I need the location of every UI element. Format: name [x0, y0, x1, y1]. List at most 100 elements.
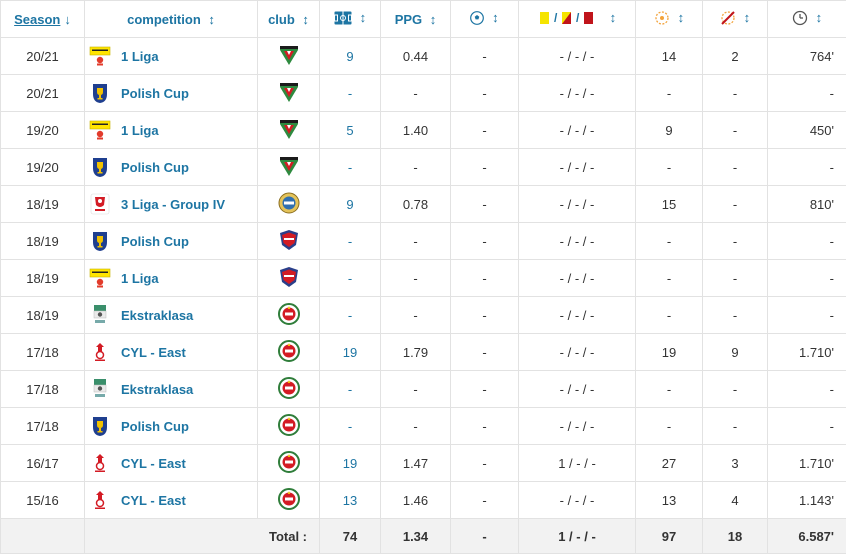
competition-logo-icon[interactable]	[89, 267, 111, 289]
club-badge-icon[interactable]	[278, 44, 300, 69]
col-season[interactable]: Season ↓	[1, 1, 85, 38]
competition-cell[interactable]: CYL - East	[85, 334, 258, 371]
competition-logo-icon[interactable]	[89, 415, 111, 437]
apps-cell[interactable]: 5	[320, 112, 381, 149]
competition-cell[interactable]: Polish Cup	[85, 75, 258, 112]
apps-link[interactable]: 5	[346, 123, 353, 138]
club-badge-icon[interactable]	[278, 266, 300, 291]
competition-logo-icon[interactable]	[89, 119, 111, 141]
apps-link[interactable]: 19	[343, 345, 357, 360]
col-subs-off[interactable]: ↕	[703, 1, 768, 38]
sort-arrow[interactable]: ↕	[610, 10, 617, 25]
col-club[interactable]: club ↕	[258, 1, 320, 38]
competition-cell[interactable]: 1 Liga	[85, 260, 258, 297]
club-cell[interactable]	[258, 223, 320, 260]
competition-logo-icon[interactable]	[89, 45, 111, 67]
competition-cell[interactable]: 1 Liga	[85, 38, 258, 75]
competition-link[interactable]: Ekstraklasa	[121, 382, 193, 397]
sort-arrow[interactable]: ↕	[816, 10, 823, 25]
club-badge-icon[interactable]	[278, 81, 300, 106]
club-badge-icon[interactable]	[278, 377, 300, 402]
competition-logo-icon[interactable]	[89, 230, 111, 252]
club-cell[interactable]	[258, 445, 320, 482]
apps-link[interactable]: 19	[343, 456, 357, 471]
sort-down-arrow[interactable]: ↓	[64, 12, 71, 27]
club-cell[interactable]	[258, 38, 320, 75]
club-cell[interactable]	[258, 75, 320, 112]
club-cell[interactable]	[258, 112, 320, 149]
col-competition[interactable]: competition ↕	[85, 1, 258, 38]
apps-cell[interactable]: 19	[320, 445, 381, 482]
club-cell[interactable]	[258, 408, 320, 445]
club-header[interactable]: club	[268, 12, 295, 27]
competition-cell[interactable]: Polish Cup	[85, 223, 258, 260]
competition-cell[interactable]: 1 Liga	[85, 112, 258, 149]
competition-cell[interactable]: 3 Liga - Group IV	[85, 186, 258, 223]
competition-link[interactable]: CYL - East	[121, 345, 186, 360]
col-goals[interactable]: ↕	[451, 1, 519, 38]
club-cell[interactable]	[258, 260, 320, 297]
competition-cell[interactable]: Polish Cup	[85, 149, 258, 186]
competition-logo-icon[interactable]	[89, 341, 111, 363]
apps-cell[interactable]: 19	[320, 334, 381, 371]
sort-arrow[interactable]: ↕	[360, 10, 367, 25]
competition-link[interactable]: Polish Cup	[121, 160, 189, 175]
club-badge-icon[interactable]	[278, 192, 300, 217]
club-badge-icon[interactable]	[278, 414, 300, 439]
competition-cell[interactable]: CYL - East	[85, 445, 258, 482]
col-ppg[interactable]: PPG ↕	[381, 1, 451, 38]
sort-arrow[interactable]: ↕	[430, 12, 437, 27]
competition-link[interactable]: Ekstraklasa	[121, 308, 193, 323]
club-badge-icon[interactable]	[278, 303, 300, 328]
competition-cell[interactable]: Ekstraklasa	[85, 297, 258, 334]
sort-arrow[interactable]: ↕	[302, 12, 309, 27]
club-cell[interactable]	[258, 334, 320, 371]
competition-header[interactable]: competition	[127, 12, 201, 27]
ppg-header[interactable]: PPG	[395, 12, 422, 27]
competition-link[interactable]: CYL - East	[121, 456, 186, 471]
competition-logo-icon[interactable]	[89, 193, 111, 215]
competition-cell[interactable]: CYL - East	[85, 482, 258, 519]
club-badge-icon[interactable]	[278, 229, 300, 254]
club-badge-icon[interactable]	[278, 155, 300, 180]
club-cell[interactable]	[258, 482, 320, 519]
club-badge-icon[interactable]	[278, 451, 300, 476]
apps-link[interactable]: 9	[346, 197, 353, 212]
apps-cell[interactable]: 13	[320, 482, 381, 519]
col-subs-on[interactable]: ↕	[636, 1, 703, 38]
competition-logo-icon[interactable]	[89, 82, 111, 104]
competition-link[interactable]: 3 Liga - Group IV	[121, 197, 225, 212]
competition-logo-icon[interactable]	[89, 156, 111, 178]
col-minutes[interactable]: ↕	[768, 1, 846, 38]
club-cell[interactable]	[258, 149, 320, 186]
competition-link[interactable]: 1 Liga	[121, 49, 159, 64]
sort-arrow[interactable]: ↕	[678, 10, 685, 25]
club-cell[interactable]	[258, 297, 320, 334]
col-appearances[interactable]: ↕	[320, 1, 381, 38]
apps-cell[interactable]: 9	[320, 186, 381, 223]
competition-link[interactable]: 1 Liga	[121, 123, 159, 138]
competition-logo-icon[interactable]	[89, 489, 111, 511]
competition-link[interactable]: Polish Cup	[121, 86, 189, 101]
club-badge-icon[interactable]	[278, 340, 300, 365]
competition-link[interactable]: Polish Cup	[121, 234, 189, 249]
competition-logo-icon[interactable]	[89, 304, 111, 326]
club-badge-icon[interactable]	[278, 488, 300, 513]
competition-link[interactable]: CYL - East	[121, 493, 186, 508]
club-badge-icon[interactable]	[278, 118, 300, 143]
sort-arrow[interactable]: ↕	[744, 10, 751, 25]
club-cell[interactable]	[258, 186, 320, 223]
sort-arrow[interactable]: ↕	[208, 12, 215, 27]
competition-logo-icon[interactable]	[89, 452, 111, 474]
competition-logo-icon[interactable]	[89, 378, 111, 400]
competition-link[interactable]: 1 Liga	[121, 271, 159, 286]
season-sort-link[interactable]: Season	[14, 12, 60, 27]
competition-link[interactable]: Polish Cup	[121, 419, 189, 434]
apps-link[interactable]: 13	[343, 493, 357, 508]
apps-link[interactable]: 9	[346, 49, 353, 64]
club-cell[interactable]	[258, 371, 320, 408]
competition-cell[interactable]: Polish Cup	[85, 408, 258, 445]
competition-cell[interactable]: Ekstraklasa	[85, 371, 258, 408]
apps-cell[interactable]: 9	[320, 38, 381, 75]
col-cards[interactable]: / / ↕	[519, 1, 636, 38]
